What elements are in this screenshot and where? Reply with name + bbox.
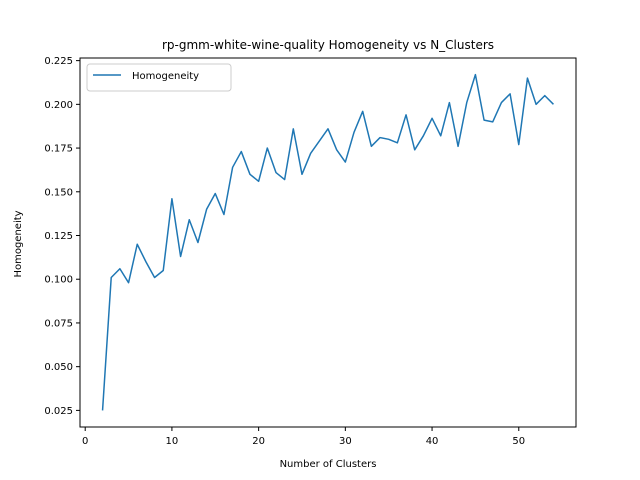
x-tick-label: 40 [426, 436, 439, 447]
data-point [319, 141, 320, 142]
data-point [293, 128, 294, 129]
data-point [414, 149, 415, 150]
data-point [553, 104, 554, 105]
plot-frame [79, 57, 577, 428]
data-point [544, 95, 545, 96]
data-point [206, 209, 207, 210]
data-point [501, 102, 502, 103]
legend-series-label: Homogeneity [132, 71, 199, 82]
data-point [171, 198, 172, 199]
data-point [406, 114, 407, 115]
data-point [267, 148, 268, 149]
data-point [345, 162, 346, 163]
data-point [284, 179, 285, 180]
data-point [432, 118, 433, 119]
legend-box [86, 63, 232, 92]
data-point [440, 135, 441, 136]
data-point [154, 277, 155, 278]
data-point [249, 174, 250, 175]
data-point [423, 135, 424, 136]
y-tick-label: 0.125 [44, 231, 73, 242]
x-tick-label: 20 [252, 436, 265, 447]
data-point [492, 121, 493, 122]
data-point [215, 193, 216, 194]
y-axis: 0.025 0.050 0.075 0.100 0.125 0.150 0.175 0.200… [44, 56, 80, 417]
data-point [362, 111, 363, 112]
plot-area [79, 57, 577, 428]
data-point [119, 268, 120, 269]
data-point [197, 242, 198, 243]
data-point [510, 93, 511, 94]
data-point [258, 181, 259, 182]
x-tick-label: 50 [512, 436, 525, 447]
y-tick-label: 0.100 [44, 275, 73, 286]
data-point [354, 132, 355, 133]
legend: Homogeneity [86, 63, 232, 92]
data-point [475, 74, 476, 75]
data-point [527, 78, 528, 79]
y-axis-label: Homogeneity [13, 210, 24, 277]
data-point [449, 102, 450, 103]
chart-title: rp-gmm-white-wine-quality Homogeneity vs… [162, 38, 494, 52]
data-point [137, 244, 138, 245]
data-point [371, 146, 372, 147]
data-point [380, 137, 381, 138]
data-point [310, 153, 311, 154]
y-tick-label: 0.050 [44, 362, 73, 373]
data-point [189, 219, 190, 220]
y-tick-label: 0.200 [44, 100, 73, 111]
y-tick-label: 0.225 [44, 56, 73, 67]
data-point [232, 167, 233, 168]
data-point [536, 104, 537, 105]
y-tick-label: 0.175 [44, 144, 73, 155]
data-point [328, 128, 329, 129]
data-point [275, 172, 276, 173]
data-point [336, 149, 337, 150]
data-point [241, 151, 242, 152]
data-point [397, 142, 398, 143]
data-point [301, 174, 302, 175]
data-point [518, 144, 519, 145]
x-axis-label: Number of Clusters [280, 459, 377, 470]
data-point [458, 146, 459, 147]
x-tick-label: 0 [82, 436, 88, 447]
y-tick-label: 0.150 [44, 187, 73, 198]
x-tick-label: 30 [339, 436, 352, 447]
x-tick-label: 10 [166, 436, 179, 447]
y-tick-label: 0.025 [44, 406, 73, 417]
y-tick-label: 0.075 [44, 318, 73, 329]
data-point [223, 214, 224, 215]
data-point [102, 410, 103, 411]
data-point [111, 277, 112, 278]
data-point [163, 270, 164, 271]
series-line-homogeneity [101, 73, 554, 411]
data-point [145, 261, 146, 262]
data-point [180, 256, 181, 257]
data-point [466, 102, 467, 103]
x-axis: 0 10 20 30 40 50 [82, 427, 525, 447]
data-point [128, 282, 129, 283]
data-point [388, 139, 389, 140]
data-point [484, 120, 485, 121]
